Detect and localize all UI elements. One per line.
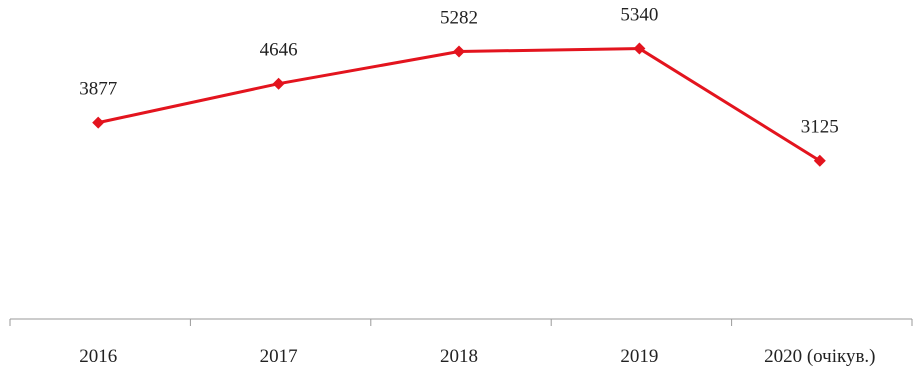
data-label: 4646 [260, 40, 298, 61]
x-axis-ticks [9, 319, 913, 326]
x-tick-label: 2016 [79, 346, 117, 367]
data-label: 3125 [801, 117, 839, 138]
x-tick-label: 2017 [260, 346, 298, 367]
x-axis-tick-labels: 2016 2017 2018 2019 2020 (очікув.) [79, 346, 875, 367]
data-point-marker [633, 42, 646, 55]
data-point-marker [453, 45, 465, 58]
data-label: 3877 [79, 79, 117, 100]
data-labels: 3877 4646 5282 5340 3125 [79, 5, 839, 138]
data-label: 5340 [620, 5, 658, 26]
data-point-marker [92, 116, 105, 129]
data-point-marker [272, 77, 285, 90]
data-label: 5282 [440, 7, 478, 28]
series-line [97, 47, 821, 163]
x-tick-label: 2019 [620, 346, 658, 367]
x-tick-label: 2020 (очікув.) [764, 346, 875, 367]
data-point-marker [813, 154, 826, 167]
series-markers [92, 42, 826, 167]
x-tick-label: 2018 [440, 346, 478, 367]
